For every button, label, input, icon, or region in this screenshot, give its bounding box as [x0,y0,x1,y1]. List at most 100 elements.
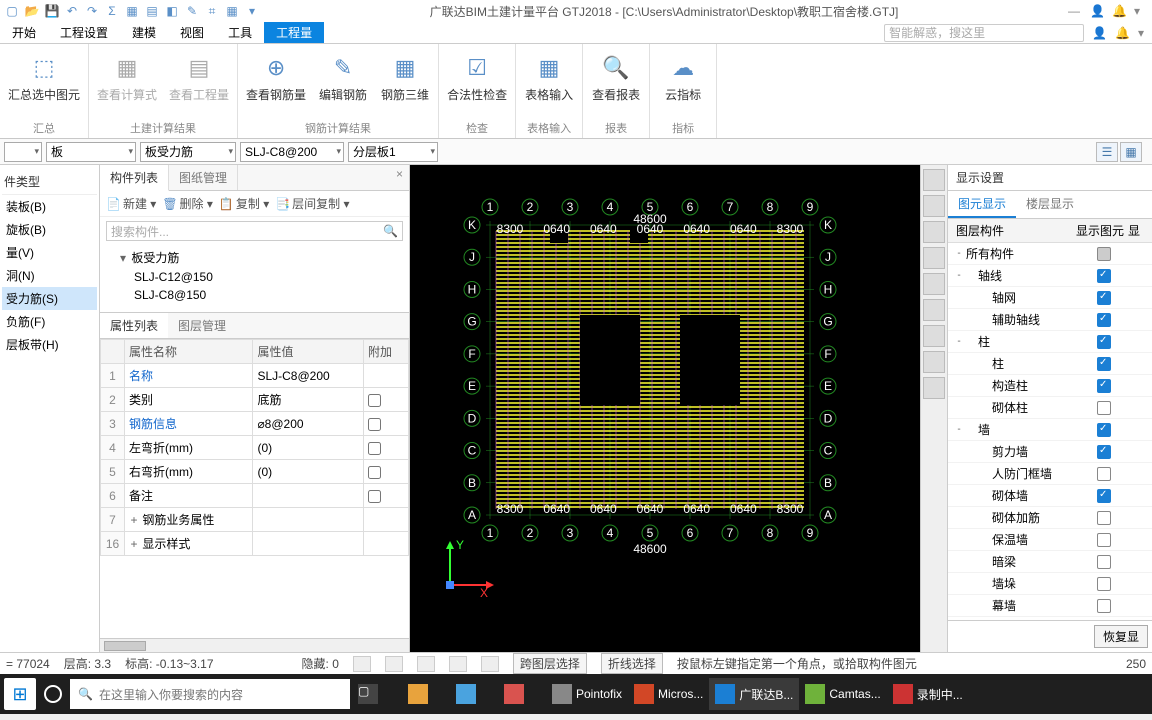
category-item[interactable]: 负筋(F) [2,310,97,333]
taskbar-app[interactable] [498,678,546,710]
prop-checkbox[interactable] [368,394,381,407]
taskbar-search[interactable]: 🔍 在这里输入你要搜索的内容 [70,679,350,709]
qat-icon[interactable]: ◧ [164,3,180,19]
prop-checkbox[interactable] [368,442,381,455]
component-search[interactable]: 搜索构件... 🔍 [106,221,403,241]
qat-icon[interactable]: ⌗ [204,3,220,19]
taskbar-app[interactable]: 录制中... [887,678,969,710]
save-icon[interactable]: 💾 [44,3,60,19]
taskbar-app[interactable]: Camtas... [799,678,886,710]
dropdown-icon[interactable]: ▾ [244,3,260,19]
taskbar-app[interactable]: 广联达B... [709,678,799,710]
snap-icon[interactable] [417,656,435,672]
category-item[interactable]: 洞(N) [2,264,97,287]
view-tool-icon[interactable] [923,325,945,347]
tab[interactable]: 楼层显示 [1016,191,1084,218]
property-row[interactable]: 16+ 显示样式 [101,532,409,556]
category-item[interactable]: 层板带(H) [2,333,97,356]
view-mode-icon[interactable]: ▦ [1120,142,1142,162]
ribbon-button[interactable]: ▦表格输入 [524,52,574,103]
selector-dropdown[interactable]: SLJ-C8@200 [240,142,344,162]
view-tool-icon[interactable] [923,377,945,399]
property-row[interactable]: 4左弯折(mm)(0) [101,436,409,460]
prop-checkbox[interactable] [368,490,381,503]
task-view-icon[interactable]: ▢ [352,678,400,710]
layer-row[interactable]: 砌体加筋 [948,507,1152,529]
snap-icon[interactable] [385,656,403,672]
snap-icon[interactable] [353,656,371,672]
ribbon-button[interactable]: ▤查看工程量 [169,52,229,103]
layer-row[interactable]: 保温墙 [948,529,1152,551]
selector-dropdown[interactable]: 板受力筋 [140,142,236,162]
category-item[interactable]: 量(V) [2,241,97,264]
category-item[interactable]: 受力筋(S) [2,287,97,310]
taskbar-app[interactable]: Pointofix [546,678,628,710]
view-tool-icon[interactable] [923,351,945,373]
tab[interactable]: 属性列表 [100,313,168,338]
layer-row[interactable]: 幕墙 [948,595,1152,617]
property-row[interactable]: 2类别底筋 [101,388,409,412]
user-icon[interactable]: 👤 [1090,4,1104,18]
category-item[interactable]: 旋板(B) [2,218,97,241]
taskbar-app[interactable] [450,678,498,710]
snap-icon[interactable] [481,656,499,672]
tree-node[interactable]: SLJ-C8@150 [106,286,403,304]
taskbar-app[interactable]: Micros... [628,678,709,710]
layer-row[interactable]: 砌体柱 [948,397,1152,419]
menu-item[interactable]: 开始 [0,22,48,43]
redo-icon[interactable]: ↷ [84,3,100,19]
qat-icon[interactable]: ▢ [4,3,20,19]
layer-row[interactable]: -所有构件 [948,243,1152,265]
layer-row[interactable]: -轴线 [948,265,1152,287]
tab[interactable]: 图层管理 [168,313,236,338]
view-mode-icon[interactable]: ☰ [1096,142,1118,162]
menu-item[interactable]: 工程量 [264,22,324,43]
tree-node[interactable]: SLJ-C12@150 [106,268,403,286]
menu-item[interactable]: 工程设置 [48,22,120,43]
taskbar-app[interactable] [402,678,450,710]
layer-row[interactable]: 墙垛 [948,573,1152,595]
tab[interactable]: 图纸管理 [169,165,238,190]
view-tool-icon[interactable] [923,195,945,217]
menu-item[interactable]: 建模 [120,22,168,43]
start-button[interactable]: ⊞ [4,678,36,710]
layer-row[interactable]: 暗梁 [948,551,1152,573]
bell-icon[interactable]: 🔔 [1112,4,1126,18]
tab[interactable]: 构件列表 [100,165,169,191]
bell-icon[interactable]: 🔔 [1115,26,1130,40]
property-row[interactable]: 7+ 钢筋业务属性 [101,508,409,532]
toolbar-button[interactable]: 🗑 删除 ▾ [162,195,213,212]
menu-item[interactable]: 视图 [168,22,216,43]
qat-icon[interactable]: ✎ [184,3,200,19]
horizontal-scrollbar[interactable] [100,638,409,652]
property-row[interactable]: 3钢筋信息⌀8@200 [101,412,409,436]
qat-icon[interactable]: ▦ [124,3,140,19]
ribbon-button[interactable]: ☑合法性检查 [447,52,507,103]
layer-row[interactable]: 剪力墙 [948,441,1152,463]
layer-row[interactable]: 轴网 [948,287,1152,309]
layer-row[interactable]: 构造柱 [948,375,1152,397]
layer-row[interactable]: 砌体墙 [948,485,1152,507]
qat-icon[interactable]: ▦ [224,3,240,19]
view-tool-icon[interactable] [923,299,945,321]
dropdown-icon[interactable]: ▾ [1138,26,1144,40]
layer-row[interactable]: -墙 [948,419,1152,441]
toolbar-button[interactable]: 📋 复制 ▾ [219,195,269,212]
property-row[interactable]: 6备注 [101,484,409,508]
layer-row[interactable]: 辅助轴线 [948,309,1152,331]
layer-row[interactable]: 柱 [948,353,1152,375]
cortana-icon[interactable] [44,685,62,703]
dropdown-icon[interactable]: ▾ [1134,4,1148,18]
ribbon-button[interactable]: ▦钢筋三维 [380,52,430,103]
view-tool-icon[interactable] [923,221,945,243]
restore-button[interactable]: 恢复显 [1094,625,1148,648]
help-search[interactable]: 智能解惑，搜这里 [884,24,1084,42]
view-tool-icon[interactable] [923,247,945,269]
ribbon-button[interactable]: ✎编辑钢筋 [318,52,368,103]
user-icon[interactable]: 👤 [1092,26,1107,40]
qat-icon[interactable]: Σ [104,3,120,19]
ribbon-button[interactable]: ☁云指标 [658,52,708,103]
close-icon[interactable]: × [390,165,409,190]
tab[interactable]: 图元显示 [948,191,1016,218]
selector-dropdown[interactable] [4,142,42,162]
